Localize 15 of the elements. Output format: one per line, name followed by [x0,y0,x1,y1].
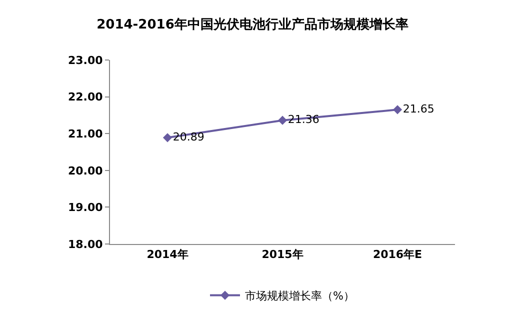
x-tick-label: 2016年E [372,248,422,262]
y-tick-label: 19.00 [68,201,104,214]
x-tick-label: 2015年 [262,248,304,262]
y-tick-label: 18.00 [68,238,104,251]
y-tick-label: 22.00 [68,90,104,104]
y-tick-label: 20.00 [68,164,104,178]
data-label: 21.65 [402,102,434,116]
point [162,133,172,142]
point [278,116,288,125]
y-tick-label: 21.00 [68,127,104,140]
x-tick-label: 2014年 [146,248,188,262]
y-tick-label: 23.00 [68,54,104,67]
chart-title: 2014-2016年中国光伏电池行业产品市场规模增长率 [96,16,408,32]
legend-label: 市场规模增长率（%） [245,290,354,303]
point [392,105,402,114]
